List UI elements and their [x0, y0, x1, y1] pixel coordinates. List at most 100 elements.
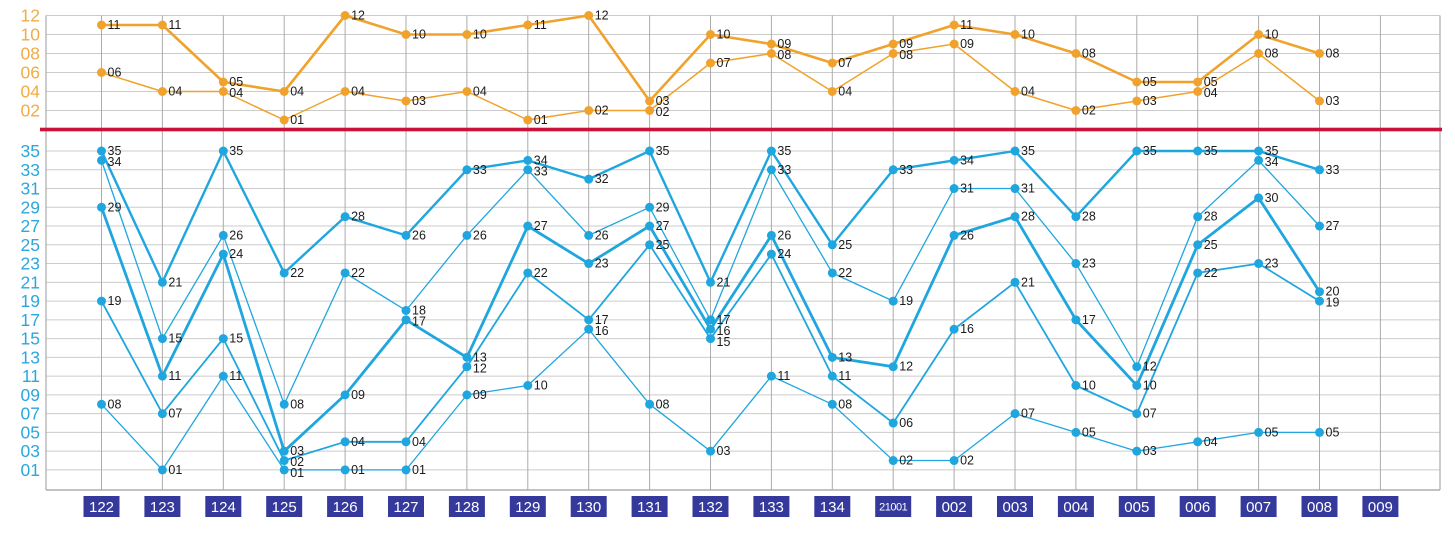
data-point [888, 49, 898, 58]
data-point [462, 30, 472, 39]
point-value-label: 04 [473, 85, 487, 99]
point-value-label: 12 [351, 9, 365, 23]
data-point [949, 20, 959, 30]
data-point [827, 371, 837, 381]
draw-number-tab[interactable] [1240, 496, 1277, 517]
data-point [827, 268, 837, 278]
data-point [1193, 87, 1203, 96]
draw-number-tab[interactable] [1057, 496, 1094, 517]
point-value-label: 08 [656, 397, 670, 411]
point-value-label: 08 [1082, 47, 1096, 61]
point-value-label: 13 [473, 350, 487, 364]
draw-number-tab[interactable] [936, 496, 973, 517]
draw-number-tab[interactable] [692, 496, 729, 517]
draw-number-tab[interactable] [814, 496, 851, 517]
point-value-label: 07 [717, 56, 731, 70]
point-value-label: 05 [1204, 75, 1218, 89]
draw-number-tab[interactable] [83, 496, 120, 517]
data-point [827, 399, 837, 409]
point-value-label: 24 [229, 247, 243, 261]
data-point [340, 268, 350, 278]
data-point [584, 315, 594, 325]
point-value-label: 09 [777, 37, 791, 51]
front-y-tick-label: 05 [21, 422, 40, 442]
draw-number-tab[interactable] [631, 496, 668, 517]
data-point [766, 371, 776, 381]
point-value-label: 25 [838, 238, 852, 252]
data-point [1010, 87, 1020, 96]
data-point [218, 146, 228, 156]
point-value-label: 19 [108, 294, 122, 308]
draw-number-tab[interactable] [753, 496, 790, 517]
draw-number-tab[interactable] [1118, 496, 1155, 517]
draw-number-label: 21001 [879, 502, 907, 514]
data-point [218, 230, 228, 240]
draw-number-tab[interactable] [266, 496, 303, 517]
data-point [827, 58, 837, 68]
draw-number-tab[interactable] [1362, 496, 1399, 517]
point-value-label: 24 [777, 247, 791, 261]
data-point [1315, 49, 1324, 58]
draw-number-tab[interactable] [448, 496, 485, 517]
data-point [462, 362, 472, 372]
draw-number-tab[interactable] [509, 496, 546, 517]
data-point [401, 315, 411, 325]
draw-number-label: 134 [820, 499, 845, 516]
data-point [340, 87, 350, 96]
front-y-tick-label: 11 [22, 366, 40, 386]
point-value-label: 04 [1204, 86, 1218, 100]
front-y-tick-label: 23 [21, 254, 40, 274]
data-point [766, 49, 776, 58]
data-point [645, 399, 655, 409]
front-y-tick-label: 33 [21, 160, 40, 180]
data-point [888, 39, 898, 49]
point-value-label: 26 [595, 228, 609, 242]
front-y-tick-label: 27 [21, 216, 40, 236]
data-point [706, 58, 715, 68]
point-value-label: 02 [1082, 104, 1096, 118]
data-point [340, 465, 350, 475]
point-value-label: 02 [656, 105, 670, 119]
draw-number-tab[interactable] [327, 496, 364, 517]
draw-number-tab[interactable] [388, 496, 424, 517]
point-value-label: 04 [290, 85, 304, 99]
point-value-label: 03 [412, 94, 426, 108]
point-value-label: 32 [595, 172, 609, 186]
data-point [766, 230, 776, 240]
point-value-label: 17 [1082, 313, 1096, 327]
draw-number-tab[interactable] [1301, 496, 1338, 517]
data-point [218, 77, 228, 87]
point-value-label: 07 [1021, 407, 1035, 421]
data-point [218, 334, 228, 344]
data-point [766, 39, 776, 49]
data-point [1254, 427, 1264, 437]
data-point [523, 381, 533, 390]
point-value-label: 27 [534, 219, 548, 233]
point-value-label: 08 [108, 397, 122, 411]
draw-number-label: 122 [89, 499, 114, 516]
point-value-label: 27 [1326, 219, 1340, 233]
draw-number-tab[interactable] [205, 496, 242, 517]
point-value-label: 28 [1021, 210, 1035, 224]
data-point [949, 230, 959, 240]
data-point [888, 165, 898, 175]
point-value-label: 05 [1082, 425, 1096, 439]
data-point [462, 165, 472, 175]
data-point [1254, 30, 1264, 39]
data-point [340, 390, 350, 400]
draw-number-tab[interactable] [1179, 496, 1216, 517]
data-point [949, 456, 959, 466]
data-point [157, 87, 167, 96]
draw-number-tab[interactable] [997, 496, 1033, 517]
draw-number-tab[interactable] [875, 496, 912, 517]
draw-number-tab[interactable] [570, 496, 607, 517]
point-value-label: 33 [1326, 163, 1340, 177]
data-point [888, 296, 898, 306]
draw-number-tab[interactable] [144, 496, 181, 517]
data-point [523, 165, 533, 175]
draw-number-label: 009 [1368, 499, 1393, 516]
point-value-label: 12 [473, 361, 487, 375]
data-point [279, 446, 289, 456]
back-y-tick-label: 06 [21, 63, 40, 83]
data-point [766, 249, 776, 259]
